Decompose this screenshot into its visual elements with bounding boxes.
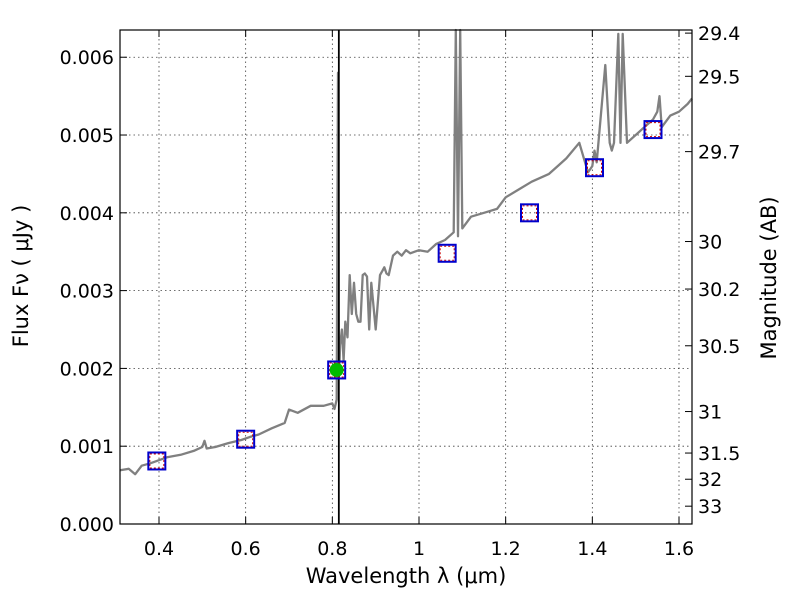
x-tick-label: 1.2 <box>491 538 521 560</box>
y-tick-label: 0.002 <box>60 358 114 380</box>
mag-tick-label: 30 <box>698 232 722 254</box>
model-point <box>439 245 455 261</box>
axes-layer: 0.4 0.6 0.8 1 1.2 1.4 1.6 0.000 0.001 0.002 0.003 0… <box>60 23 741 560</box>
y-tick-label: 0.004 <box>60 203 114 225</box>
y-tick-label: 0.001 <box>60 436 114 458</box>
mag-tick-label: 31.5 <box>698 443 740 465</box>
observed-point <box>585 158 604 178</box>
spectrum-line <box>119 28 693 476</box>
y2-axis-title: Magnitude (AB) <box>757 196 781 359</box>
y-tick-label: 0.003 <box>60 281 114 303</box>
mag-tick-label: 32 <box>698 469 722 491</box>
x-tick-label: 1.6 <box>664 538 694 560</box>
observed-point <box>236 429 256 449</box>
mag-tick-label: 29.7 <box>698 142 740 164</box>
x-tick-label: 0.6 <box>231 538 261 560</box>
mag-tick-label: 33 <box>698 496 722 518</box>
observed-point <box>643 120 663 140</box>
x-tick-label: 1 <box>413 538 425 560</box>
mag-tick-label: 30.2 <box>698 279 740 301</box>
mag-tick-label: 31 <box>698 402 722 424</box>
spectrum-layer <box>119 28 693 476</box>
observed-point <box>147 451 167 471</box>
y-tick-label: 0.005 <box>60 125 114 147</box>
x-tick-label: 0.8 <box>317 538 347 560</box>
model-point <box>645 122 661 138</box>
x-axis-title: Wavelength λ (μm) <box>306 564 507 588</box>
photometry-layer <box>147 120 663 471</box>
mag-tick-label: 29.5 <box>698 66 740 88</box>
mag-tick-label: 29.4 <box>698 23 740 45</box>
y-tick-label: 0.006 <box>60 47 114 69</box>
model-point <box>238 431 254 447</box>
grid-lines <box>120 30 692 525</box>
highlight-point <box>329 362 344 377</box>
mag-tick-label: 30.5 <box>698 336 740 358</box>
plot-frame <box>119 29 693 525</box>
observed-point <box>520 203 539 223</box>
y-tick-label: 0.000 <box>60 514 114 536</box>
model-point <box>587 160 602 176</box>
model-point <box>522 205 537 221</box>
x-tick-label: 1.4 <box>577 538 607 560</box>
x-tick-label: 0.4 <box>144 538 174 560</box>
model-point <box>149 453 165 469</box>
observed-point <box>437 243 457 263</box>
observed-point <box>327 360 347 380</box>
y-axis-title: Flux Fν ( μJy ) <box>9 205 33 348</box>
